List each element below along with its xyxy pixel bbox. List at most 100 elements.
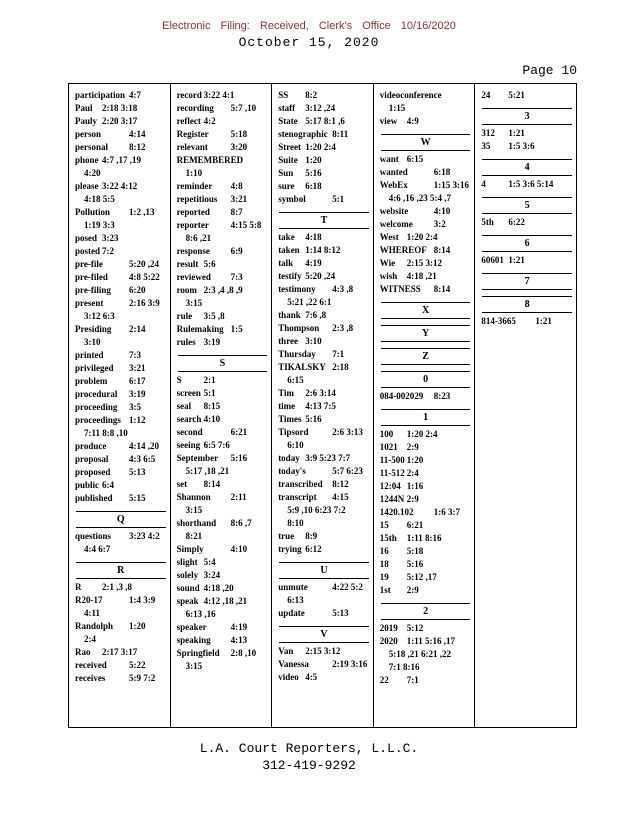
- section-rule: [380, 425, 471, 426]
- section-rule: [482, 273, 572, 274]
- section-header-5: 5: [482, 197, 572, 214]
- section-letter: U: [320, 565, 328, 576]
- index-entry-continuation: 7:1 8:16: [388, 662, 420, 672]
- index-entry-line: video 4:5: [278, 672, 318, 682]
- index-entry: 100 1:20 2:4: [380, 428, 472, 441]
- index-entry-line: privileged 3:21: [75, 363, 146, 373]
- index-entry-line: Wie 2:15 3:12: [379, 258, 443, 268]
- index-entry: screen 5:1: [177, 387, 269, 400]
- index-entry: 312 1:21: [481, 127, 573, 140]
- index-entry-line: Shannon 2:11: [176, 492, 247, 502]
- index-entry-continuation: 4:18 5:5: [84, 194, 115, 204]
- section-letter: 1: [423, 412, 429, 423]
- index-entry: rule 3:5 ,8: [177, 310, 269, 323]
- index-entry-line: phone 4:7 ,17 ,19: [75, 155, 141, 165]
- index-entry: Rao 2:17 3:17: [75, 646, 167, 659]
- index-entry: rules 3:19: [177, 336, 269, 349]
- index-entry-line: 35 1:5 3:6: [481, 141, 535, 151]
- index-entry: received 5:22: [75, 659, 167, 672]
- section-rule: [482, 124, 572, 125]
- section-rule: [279, 562, 369, 563]
- index-entry-line: Springfield 2:8 ,10: [176, 648, 257, 658]
- section-header-U: U: [279, 562, 369, 579]
- index-entry-line: S 2:1: [176, 375, 216, 385]
- index-entry-line: speaker 4:19: [176, 622, 248, 632]
- index-entry-line: 24 5:21: [481, 90, 525, 100]
- index-entry-line: set 8:14: [176, 479, 221, 489]
- section-letter: Y: [421, 328, 430, 339]
- index-entry: proceedings 1:12 7:11 8:8 ,10: [75, 414, 167, 440]
- section-rule: [482, 159, 572, 160]
- index-entry-line: 15 6:21: [379, 520, 424, 530]
- section-rule: [279, 578, 369, 579]
- index-entry: Presiding 2:14 3:10: [75, 323, 167, 349]
- index-entry-line: participation 4:7: [75, 90, 141, 100]
- index-column-5: 24 5:21 3 312 1:21 35 1:5 3:6 4 4 1:5 3:6 5:1…: [475, 84, 576, 727]
- section-header-4: 4: [482, 159, 572, 176]
- index-entry-line: screen 5:1: [176, 388, 216, 398]
- index-entry-line: West 1:20 2:4: [379, 232, 438, 242]
- index-entry-line: room 2:3 ,4 ,8 ,9: [176, 285, 243, 295]
- index-entry: Suite 1:20: [278, 154, 370, 167]
- section-rule: [76, 511, 166, 512]
- index-entry: Times 5:16: [278, 413, 370, 426]
- section-rule: [482, 296, 572, 297]
- index-entry-line: proposed 5:13: [75, 467, 146, 477]
- index-entry: 11-512 2:4: [380, 467, 472, 480]
- section-letter: W: [420, 137, 431, 148]
- index-entry: West 1:20 2:4: [380, 231, 472, 244]
- index-entry-line: 11-512 2:4: [379, 468, 419, 478]
- hearing-date: October 15, 2020: [238, 35, 380, 50]
- index-entry-line: 1420.102 1:6 3:7: [379, 507, 461, 517]
- section-rule: [76, 562, 166, 563]
- section-header-S: S: [177, 355, 268, 372]
- index-entry: public 6:4: [75, 479, 167, 492]
- section-letter: 7: [524, 276, 530, 287]
- index-entry-line: 22 7:1: [379, 675, 419, 685]
- index-entry-line: receives 5:9 7:2: [75, 673, 156, 683]
- index-entry: want 6:15: [380, 153, 472, 166]
- index-entry: reported 8:7: [177, 206, 269, 219]
- index-entry: talk 4:19: [278, 257, 370, 270]
- index-entry: Rulemaking 1:5: [177, 323, 269, 336]
- index-entry-line: 15th 1:11 8:16: [379, 533, 442, 543]
- section-rule: [76, 578, 166, 579]
- index-entry: 4 1:5 3:6 5:14: [481, 178, 573, 191]
- index-entry: proposed 5:13: [75, 466, 167, 479]
- index-entry-line: Tipsord 2:6 3:13: [278, 427, 363, 437]
- index-entry: person 4:14: [75, 128, 167, 141]
- index-entry-line: WHEREOF 8:14: [379, 245, 451, 255]
- index-entry-line: recording 5:7 ,10: [176, 103, 257, 113]
- index-entry-line: take 4:18: [278, 232, 322, 242]
- index-entry-continuation: 3:10: [84, 337, 101, 347]
- index-entry: reflect 4:2: [177, 115, 269, 128]
- section-rule: [177, 355, 268, 356]
- index-entry-line: today 3:9 5:23 7:7: [278, 453, 351, 463]
- index-entry: staff 3:12 ,24: [278, 102, 370, 115]
- section-letter: X: [421, 305, 430, 316]
- index-entry-line: posted 7:2: [75, 246, 114, 256]
- index-entry-line: public 6:4: [75, 480, 114, 490]
- section-letter: V: [320, 629, 328, 640]
- index-entry: 1244N 2:9: [380, 493, 472, 506]
- index-entry-line: update 5:13: [278, 608, 349, 618]
- index-entry: participation 4:7: [75, 89, 167, 102]
- index-entry-line: R 2:1 ,3 ,8: [75, 582, 132, 592]
- index-entry: speaking 4:13: [177, 634, 269, 647]
- index-entry: 1st 2:9: [380, 584, 472, 597]
- index-entry: testify 5:20 ,24: [278, 270, 370, 283]
- index-entry: set 8:14: [177, 478, 269, 491]
- index-entry: 19 5:12 ,17: [380, 571, 472, 584]
- index-entry-line: please 3:22 4:12: [75, 181, 138, 191]
- index-entry: three 3:10: [278, 335, 370, 348]
- index-entry: update 5:13: [278, 607, 370, 620]
- index-entry-line: reported 8:7: [176, 207, 243, 217]
- index-entry: Randolph 1:20 2:4: [75, 620, 167, 646]
- index-entry-line: Paul 2:18 3:18: [75, 103, 138, 113]
- index-entry: personal 8:12: [75, 141, 167, 154]
- section-rule: [380, 150, 471, 151]
- index-entry-line: talk 4:19: [278, 258, 322, 268]
- index-entry: September 5:16 5:17 ,18 ,21: [177, 452, 269, 478]
- index-entry-line: 60601 1:21: [481, 255, 525, 265]
- footer-company: L.A. Court Reporters, L.L.C.: [199, 741, 419, 756]
